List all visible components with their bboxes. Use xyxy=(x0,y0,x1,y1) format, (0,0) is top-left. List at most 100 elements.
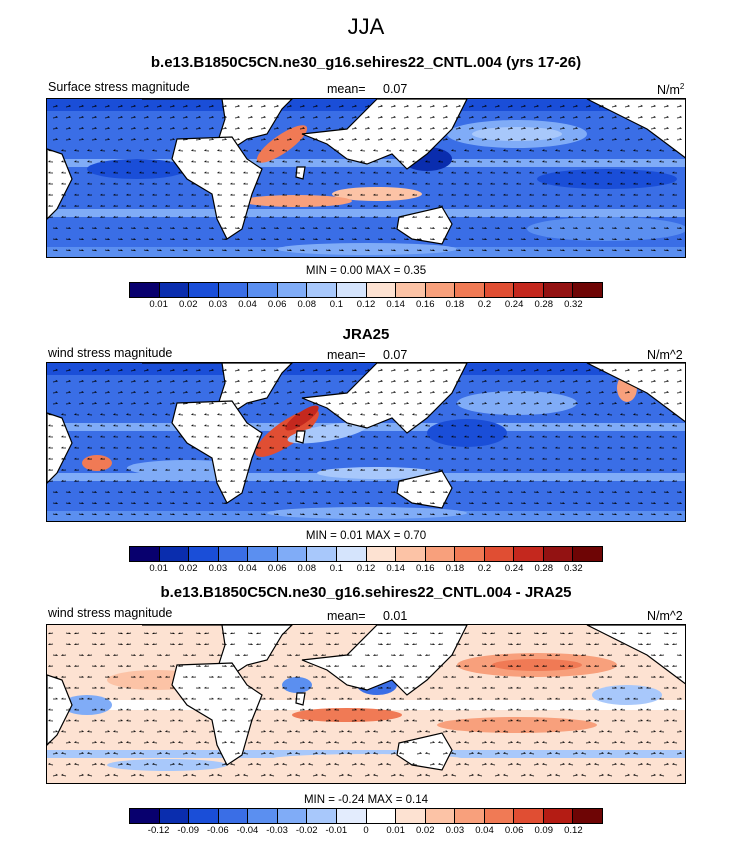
wind-vector-head xyxy=(126,708,129,711)
wind-vector-head xyxy=(666,104,669,107)
panel-3-variable-label: wind stress magnitude xyxy=(48,606,173,620)
wind-vector-head xyxy=(399,171,402,174)
wind-vector-head xyxy=(399,457,402,460)
wind-vector-head xyxy=(100,479,103,482)
wind-vector-head xyxy=(328,686,331,689)
wind-vector-head xyxy=(620,719,623,722)
wind-vector-head xyxy=(555,424,558,427)
wind-vector xyxy=(52,392,58,394)
wind-vector xyxy=(598,753,604,755)
wind-vector-head xyxy=(302,379,305,382)
wind-vector-head xyxy=(211,773,214,776)
wind-vector-head xyxy=(94,368,97,371)
wind-vector-head xyxy=(191,171,194,174)
wind-vector-head xyxy=(230,664,233,667)
wind-vector-head xyxy=(55,697,58,700)
wind-vector-head xyxy=(295,773,298,776)
wind-vector-head xyxy=(289,249,292,252)
wind-vector-head xyxy=(321,160,324,163)
wind-vector-head xyxy=(562,664,565,667)
wind-vector xyxy=(676,105,682,108)
wind-vector-head xyxy=(516,160,519,163)
wind-vector-head xyxy=(451,215,454,218)
wind-vector-head xyxy=(419,502,422,504)
wind-vector-head xyxy=(529,697,532,700)
wind-vector-head xyxy=(367,126,370,129)
wind-vector-head xyxy=(159,104,162,107)
wind-vector-head xyxy=(146,227,149,229)
wind-vector-head xyxy=(302,719,305,722)
wind-vector-head xyxy=(289,513,292,516)
wind-vector-head xyxy=(282,182,285,185)
wind-vector-head xyxy=(438,149,441,151)
wind-vector-head xyxy=(386,160,389,163)
wind-vector-head xyxy=(432,632,435,635)
wind-vector-head xyxy=(542,171,545,174)
wind-vector-head xyxy=(399,424,402,427)
wind-vector-head xyxy=(243,204,246,207)
wind-vector-head xyxy=(477,435,480,438)
wind-vector-head xyxy=(341,502,344,504)
wind-vector-head xyxy=(68,138,71,140)
wind-vector-head xyxy=(458,402,461,404)
wind-vector-head xyxy=(620,708,623,711)
wind-vector-head xyxy=(633,171,636,174)
wind-vector-head xyxy=(74,686,77,689)
wind-vector-head xyxy=(581,424,584,427)
wind-vector-head xyxy=(555,413,558,415)
wind-vector-head xyxy=(282,632,285,635)
wind-vector-head xyxy=(523,654,526,656)
wind-vector-head xyxy=(555,193,558,196)
wind-vector xyxy=(546,116,552,119)
wind-vector-head xyxy=(152,457,155,460)
wind-vector-head xyxy=(211,513,214,516)
wind-vector-head xyxy=(107,138,110,140)
wind-vector-head xyxy=(653,238,656,240)
wind-vector xyxy=(156,105,162,108)
wind-vector-head xyxy=(419,675,422,678)
wind-vector-head xyxy=(542,719,545,722)
wind-vector-head xyxy=(295,697,298,700)
wind-vector-head xyxy=(503,413,506,415)
wind-vector-head xyxy=(133,654,136,656)
wind-vector-head xyxy=(68,502,71,504)
wind-vector-head xyxy=(438,741,441,743)
wind-vector-head xyxy=(230,708,233,711)
wind-vector-head xyxy=(276,238,279,240)
wind-vector-head xyxy=(120,115,123,118)
wind-vector-head xyxy=(672,413,675,415)
wind-vector-head xyxy=(393,249,396,252)
wind-vector-head xyxy=(328,632,331,635)
wind-vector-head xyxy=(419,104,422,107)
wind-vector-head xyxy=(659,479,662,482)
wind-vector-head xyxy=(224,104,227,107)
wind-vector-head xyxy=(620,193,623,196)
wind-vector-head xyxy=(458,368,461,371)
wind-vector-head xyxy=(490,149,493,151)
wind-vector-head xyxy=(198,138,201,140)
wind-vector-head xyxy=(432,491,435,493)
wind-vector-head xyxy=(237,491,240,493)
wind-vector-head xyxy=(614,664,617,667)
wind-vector-head xyxy=(490,435,493,438)
wind-vector xyxy=(286,753,292,755)
wind-vector xyxy=(286,369,292,372)
wind-vector-head xyxy=(581,160,584,163)
wind-vector-head xyxy=(113,751,116,754)
wind-vector-head xyxy=(653,138,656,140)
wind-vector-head xyxy=(211,491,214,493)
wind-vector-head xyxy=(48,424,51,427)
wind-vector-head xyxy=(412,457,415,460)
wind-vector-head xyxy=(152,468,155,471)
wind-vector-head xyxy=(321,424,324,427)
wind-vector-head xyxy=(360,643,363,645)
wind-vector xyxy=(377,392,383,394)
wind-vector-head xyxy=(406,632,409,635)
wind-vector-head xyxy=(497,227,500,229)
wind-vector-head xyxy=(354,379,357,382)
wind-vector-head xyxy=(614,390,617,393)
wind-vector-head xyxy=(48,708,51,711)
wind-vector-head xyxy=(250,643,253,645)
wind-vector-head xyxy=(425,413,428,415)
colorbar-swatch xyxy=(277,547,308,561)
